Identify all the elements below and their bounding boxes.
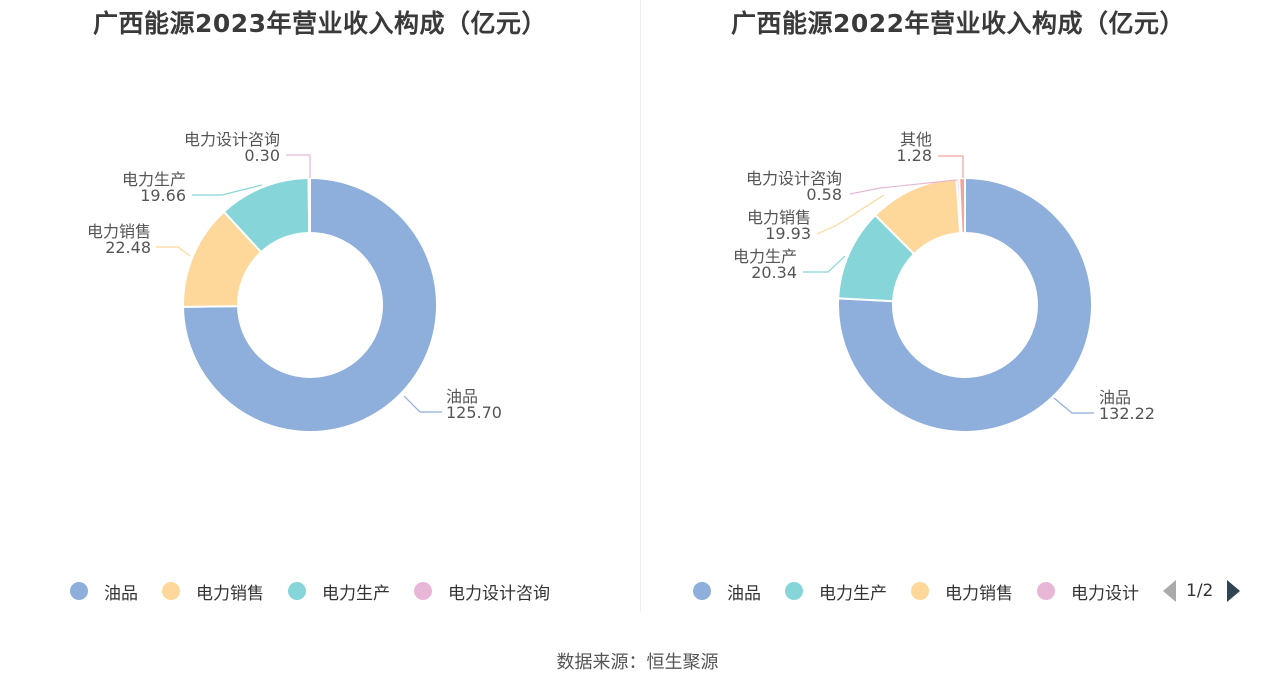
label-leader-line — [803, 255, 846, 273]
legend-next-page-icon[interactable] — [1227, 580, 1241, 602]
legend-marker-icon — [1037, 582, 1055, 600]
slice-name-label: 电力设计咨询 — [184, 130, 280, 149]
legend-item[interactable]: 电力设计咨询 — [414, 579, 550, 604]
legend-marker-icon — [162, 582, 180, 600]
legend-marker-icon — [414, 582, 432, 600]
legend-label: 油品 — [727, 583, 761, 604]
legend-marker-icon — [911, 582, 929, 600]
chart-title: 广西能源2023年营业收入构成（亿元） — [92, 9, 548, 38]
legend-item[interactable]: 电力设计 — [1037, 579, 1139, 604]
label-leader-line — [1053, 397, 1094, 414]
chart-title: 广西能源2022年营业收入构成（亿元） — [730, 9, 1186, 38]
slice-name-label: 电力设计咨询 — [746, 169, 842, 188]
slice-name-label: 电力销售 — [87, 222, 151, 241]
label-leader-line — [286, 154, 311, 178]
legend-label: 电力生产 — [322, 583, 390, 604]
slice-name-label: 油品 — [1099, 388, 1131, 407]
label-leader-line — [816, 194, 885, 235]
legend-label: 电力生产 — [819, 583, 887, 604]
slice-value-label: 132.22 — [1099, 404, 1155, 423]
legend-page-indicator: 1/2 — [1186, 581, 1214, 601]
slice-value-label: 125.70 — [446, 403, 502, 422]
slice-value-label: 1.28 — [896, 146, 932, 165]
legend-2023: 油品 电力销售 电力生产 电力设计咨询 — [0, 577, 710, 605]
label-leader-line — [192, 184, 263, 196]
legend-item[interactable]: 油品 — [70, 579, 138, 604]
legend-prev-page-icon[interactable] — [1163, 580, 1176, 602]
slice-value-label: 19.93 — [765, 224, 811, 243]
legend-item[interactable]: 电力生产 — [785, 579, 887, 604]
pie-slice-1[interactable] — [181, 176, 438, 433]
legend-item[interactable]: 油品 — [693, 579, 761, 604]
slice-name-label: 电力生产 — [733, 247, 797, 266]
slice-value-label: 0.58 — [806, 185, 842, 204]
legend-marker-icon — [693, 582, 711, 600]
slice-name-label: 电力销售 — [747, 208, 811, 227]
legend-label: 电力设计咨询 — [448, 583, 550, 604]
pie-slice-5[interactable] — [958, 176, 966, 235]
slice-value-label: 19.66 — [140, 186, 186, 205]
slice-value-label: 0.30 — [244, 146, 280, 165]
legend-label: 电力销售 — [196, 583, 264, 604]
label-leader-line — [938, 155, 964, 178]
legend-item[interactable]: 电力销售 — [162, 579, 264, 604]
legend-item[interactable]: 电力销售 — [911, 579, 1013, 604]
slice-name-label: 其他 — [900, 130, 932, 149]
panel-divider — [640, 0, 641, 612]
legend-marker-icon — [785, 582, 803, 600]
slice-name-label: 电力生产 — [122, 170, 186, 189]
chart-panel-2023: 广西能源2023年营业收入构成（亿元） 油品 125.70 电力销售 22.48 电力生… — [0, 0, 640, 612]
label-leader-line — [156, 246, 191, 257]
legend-2022: 油品 电力生产 电力销售 电力设计 1/2 — [641, 577, 1275, 605]
slice-name-label: 油品 — [446, 387, 478, 406]
label-leader-line — [403, 395, 442, 413]
pie-slice-4[interactable] — [307, 176, 311, 235]
slice-value-label: 22.48 — [105, 238, 151, 257]
legend-label: 油品 — [104, 583, 138, 604]
legend-marker-icon — [70, 582, 88, 600]
chart-panel-2022: 广西能源2022年营业收入构成（亿元） 油品 132.22 电力生产 20.34 电力销… — [641, 0, 1275, 612]
pie-slice-1[interactable] — [837, 176, 1093, 433]
data-source: 数据来源：恒生聚源 — [556, 652, 719, 673]
legend-pager: 1/2 — [1163, 580, 1241, 602]
legend-marker-icon — [288, 582, 306, 600]
legend-label: 电力销售 — [945, 583, 1013, 604]
legend-label: 电力设计 — [1071, 583, 1139, 604]
legend-item[interactable]: 电力生产 — [288, 579, 390, 604]
label-leader-line — [849, 179, 958, 195]
slice-value-label: 20.34 — [751, 263, 797, 282]
